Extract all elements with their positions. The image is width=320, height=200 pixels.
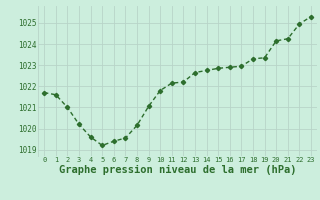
X-axis label: Graphe pression niveau de la mer (hPa): Graphe pression niveau de la mer (hPa) (59, 165, 296, 175)
